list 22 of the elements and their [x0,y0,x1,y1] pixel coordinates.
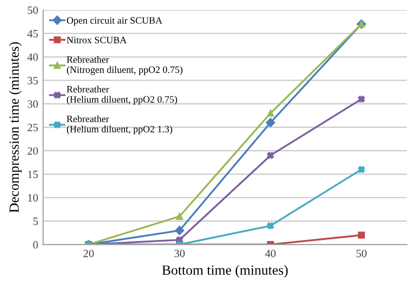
legend-label: Rebreather (Helium diluent, ppO2 0.75) [66,86,178,105]
legend-label: Rebreather (Nitrogen diluent, ppO2 0.75) [66,56,182,75]
y-tick-label: 50 [28,6,38,14]
y-tick-label: 15 [28,170,38,178]
y-tick-label: 25 [28,124,38,132]
legend-label: Nitrox SCUBA [66,36,127,44]
x-tick-label: 40 [265,250,276,258]
x-tick-label: 30 [174,250,185,258]
y-tick-label: 45 [27,30,38,38]
x-tick-label: 50 [356,250,367,258]
y-tick-label: 0 [33,240,38,248]
x-tick-label: 20 [84,250,94,258]
y-tick-label: 40 [27,53,38,61]
y-tick-label: 35 [28,76,38,84]
y-tick-label: 5 [33,218,38,226]
legend-label: Rebreather (Helium diluent, ppO2 1.3) [66,115,172,134]
y-tick-label: 10 [28,194,38,202]
legend-label: Open circuit air SCUBA [66,17,162,26]
y-tick-label: 20 [28,147,38,155]
y-tick-label: 30 [28,100,38,108]
x-axis-title: Bottom time (minutes) [162,265,288,278]
y-axis-title: Decompression time (minutes) [9,42,22,212]
